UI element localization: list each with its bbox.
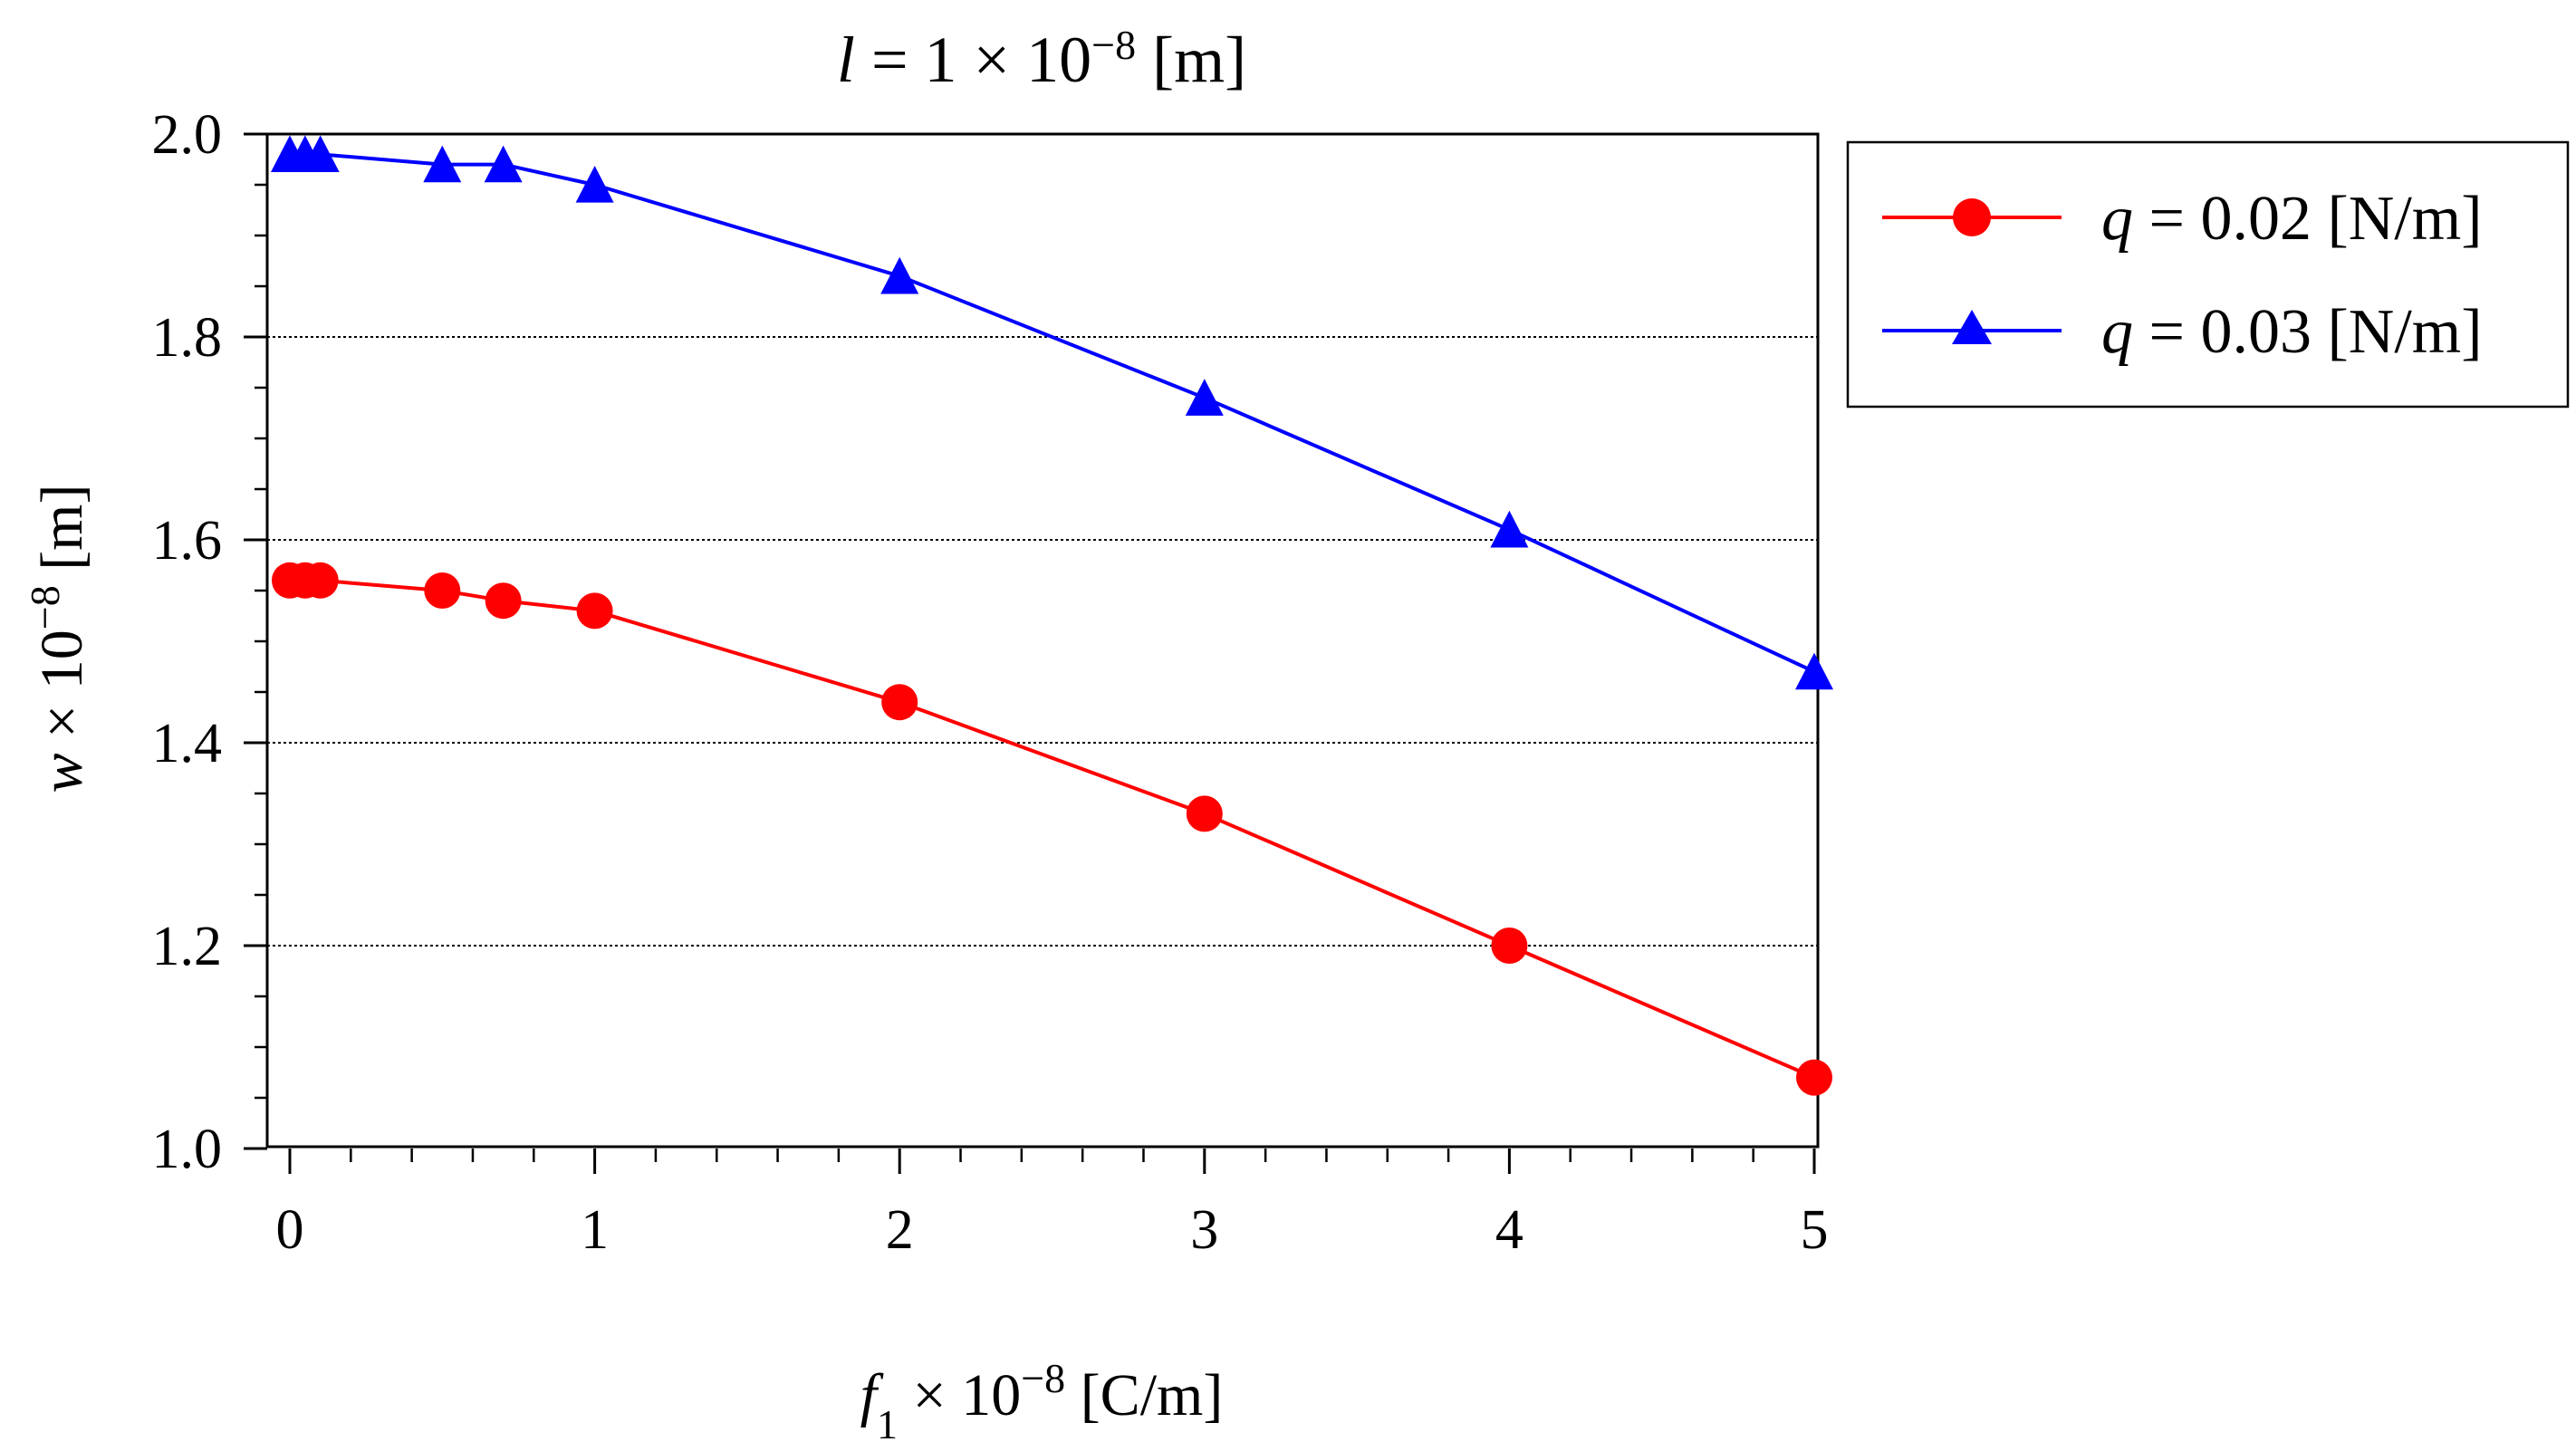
y-tick-label: 1.4 xyxy=(152,713,223,774)
data-point-q002 xyxy=(576,592,613,630)
series-line-q002 xyxy=(290,578,1815,1080)
chart-title: l = 1 × 10−8 [m] xyxy=(837,22,1246,97)
y-tick-label: 2.0 xyxy=(152,104,223,166)
data-point-q002 xyxy=(302,562,339,599)
y-axis-title: w × 10−8 [m] xyxy=(22,484,96,793)
data-point-q003 xyxy=(575,166,614,203)
data-point-q003 xyxy=(1185,379,1224,416)
data-point-q003 xyxy=(423,145,462,183)
data-point-q003 xyxy=(484,145,523,183)
y-tick-label: 1.0 xyxy=(152,1119,223,1180)
series-group xyxy=(271,135,1833,1096)
x-tick-label: 3 xyxy=(1190,1199,1218,1261)
data-point-q002 xyxy=(485,582,522,620)
legend-label-q003: q = 0.03 [N/m] xyxy=(2101,297,2483,367)
data-point-q003 xyxy=(880,256,919,294)
data-point-q002 xyxy=(1796,1059,1832,1096)
x-tick-label: 2 xyxy=(886,1199,914,1261)
legend-box xyxy=(1846,140,2570,409)
y-tick-label: 1.2 xyxy=(152,916,223,977)
data-point-q003 xyxy=(1490,510,1529,548)
y-tick-label: 1.8 xyxy=(152,307,223,369)
y-tick-labels: 1.0 1.2 1.4 1.6 1.8 2.0 xyxy=(152,104,223,1180)
data-point-q003 xyxy=(1795,652,1833,690)
plot-frame xyxy=(265,132,1820,1149)
legend-label-q002: q = 0.02 [N/m] xyxy=(2101,184,2483,254)
legend-marker-q002 xyxy=(1953,198,1991,236)
legend-marker-q003 xyxy=(1952,310,1992,344)
y-tick-label: 1.6 xyxy=(152,510,223,572)
x-tick-label: 5 xyxy=(1801,1199,1829,1261)
grid-lines xyxy=(267,336,1818,947)
legend: q = 0.02 [N/m] q = 0.03 [N/m] xyxy=(1846,140,2570,409)
x-tick-labels: 0 1 2 3 4 5 xyxy=(276,1199,1829,1261)
data-point-q002 xyxy=(424,572,461,609)
x-axis-title: f1 × 10−8 [C/m] xyxy=(860,1355,1224,1442)
data-point-q002 xyxy=(1491,928,1528,964)
data-point-q003 xyxy=(301,135,340,173)
x-tick-label: 4 xyxy=(1495,1199,1523,1261)
x-tick-label: 0 xyxy=(276,1199,304,1261)
data-point-q002 xyxy=(1186,795,1223,832)
data-point-q002 xyxy=(881,684,918,721)
x-tick-label: 1 xyxy=(581,1199,609,1261)
axis-ticks xyxy=(244,132,1816,1174)
